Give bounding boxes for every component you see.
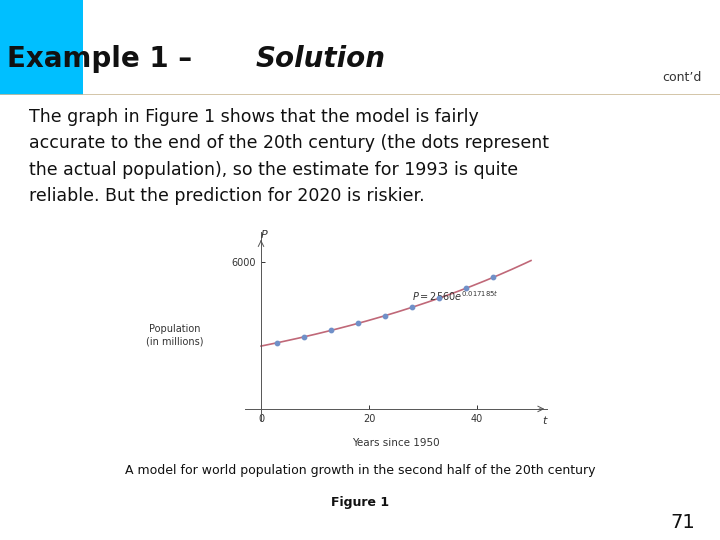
Text: Solution: Solution: [256, 45, 386, 72]
Text: cont’d: cont’d: [662, 71, 702, 84]
Point: [407, 303, 418, 312]
Text: Example 1 –: Example 1 –: [7, 45, 202, 72]
Point: [379, 312, 391, 320]
Text: A model for world population growth in the second half of the 20th century: A model for world population growth in t…: [125, 464, 595, 477]
Text: Population
(in millions): Population (in millions): [146, 325, 203, 346]
Point: [298, 333, 310, 341]
Text: $P = 2560e^{0.017185t}$: $P = 2560e^{0.017185t}$: [413, 289, 499, 303]
Text: The graph in Figure 1 shows that the model is fairly
accurate to the end of the : The graph in Figure 1 shows that the mod…: [29, 108, 549, 205]
Point: [353, 319, 364, 328]
Point: [433, 294, 445, 302]
Point: [271, 339, 283, 347]
Text: Figure 1: Figure 1: [331, 496, 389, 509]
Text: t: t: [541, 416, 546, 426]
Point: [325, 326, 337, 335]
Text: P: P: [261, 230, 267, 240]
Point: [487, 273, 499, 282]
Point: [461, 284, 472, 293]
Bar: [0, 0, 83, 94]
Text: 71: 71: [670, 513, 695, 532]
Text: Years since 1950: Years since 1950: [352, 438, 440, 448]
